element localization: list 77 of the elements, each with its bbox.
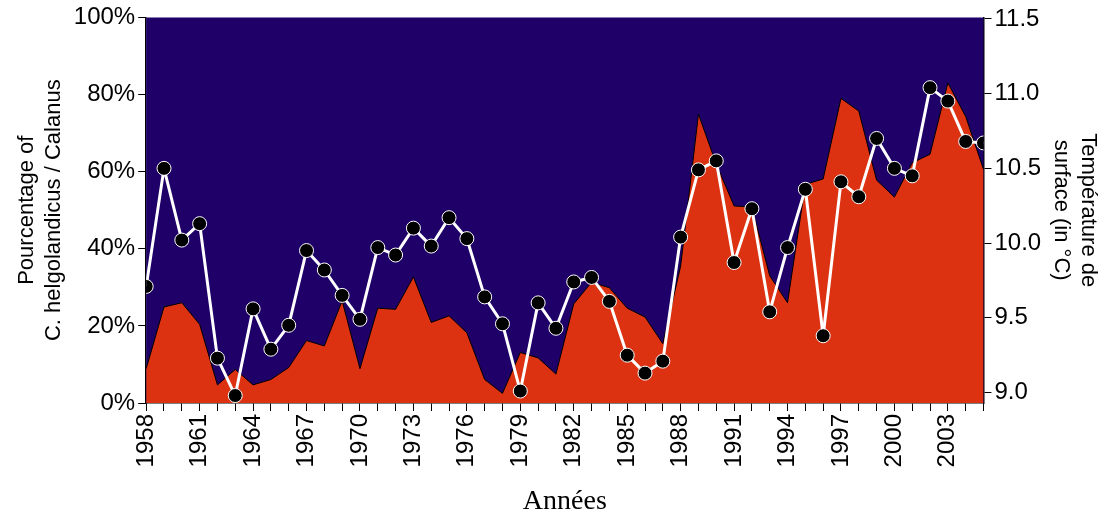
point [780, 240, 796, 256]
y-tick-label: 40% [87, 233, 136, 261]
y-tick-label: 100% [73, 2, 136, 30]
point [655, 353, 671, 369]
point [156, 160, 172, 176]
point [299, 243, 315, 259]
x-tick-label: 1967 [291, 414, 319, 468]
point [619, 347, 635, 363]
point [797, 181, 813, 197]
x-tick-label: 1958 [130, 414, 158, 468]
x-tick-label: 1994 [772, 414, 800, 468]
point [245, 301, 261, 317]
point [815, 328, 831, 344]
point [263, 341, 279, 357]
point [744, 201, 760, 217]
point [334, 287, 350, 303]
point [441, 210, 457, 226]
x-tick-label: 1988 [665, 414, 693, 468]
point [370, 240, 386, 256]
x-tick-label: 1985 [611, 414, 639, 468]
x-tick-label: 1964 [237, 414, 265, 468]
x-tick-label: 1973 [398, 414, 426, 468]
point [352, 311, 368, 327]
x-tick-label: 1991 [718, 414, 746, 468]
point [762, 304, 778, 320]
x-tick-label: 1982 [558, 414, 586, 468]
y2-tick-label: 10.0 [994, 227, 1042, 255]
point [673, 229, 689, 245]
y2-tick-label: 11.5 [994, 3, 1040, 31]
point [584, 269, 600, 285]
point [281, 317, 297, 333]
point [708, 153, 724, 169]
point [922, 80, 938, 96]
y-tick-label: 0% [100, 387, 136, 415]
point [886, 160, 902, 176]
point [869, 130, 885, 146]
point [423, 238, 439, 254]
point [388, 247, 404, 263]
point [601, 293, 617, 309]
y2-tick-label: 9.0 [994, 377, 1028, 405]
point [192, 216, 208, 232]
point [958, 133, 974, 149]
point [566, 274, 582, 290]
x-tick-label: 1979 [504, 414, 532, 468]
point [512, 383, 528, 399]
point [690, 162, 706, 178]
x-axis-title: Années [522, 483, 607, 515]
y-axis-title: Pourcentage of C. helgolandicus / Calanus [13, 79, 65, 342]
point [904, 168, 920, 184]
x-tick-label: 2000 [879, 414, 907, 468]
point [227, 388, 243, 404]
y2-tick-label: 11.0 [994, 78, 1040, 106]
y2-tick-label: 10.5 [994, 152, 1042, 180]
point [530, 295, 546, 311]
y2-tick-label: 9.5 [994, 302, 1028, 330]
x-tick-label: 1976 [451, 414, 479, 468]
point [548, 320, 564, 336]
point [405, 220, 421, 236]
y-tick-label: 80% [87, 79, 136, 107]
x-tick-label: 1961 [184, 414, 212, 468]
y-tick-label: 60% [87, 156, 136, 184]
point [637, 365, 653, 381]
x-tick-label: 2003 [932, 414, 960, 468]
point [940, 93, 956, 109]
point [833, 174, 849, 190]
x-tick-label: 1997 [825, 414, 853, 468]
point [209, 350, 225, 366]
y-tick-label: 20% [87, 310, 136, 338]
point [174, 232, 190, 248]
y2-axis-title: Température de surface (in °C) [1050, 133, 1102, 288]
point [726, 255, 742, 271]
point [494, 316, 510, 332]
point [477, 289, 493, 305]
x-tick-label: 1970 [344, 414, 372, 468]
point [459, 231, 475, 247]
point [851, 189, 867, 205]
point [316, 262, 332, 278]
